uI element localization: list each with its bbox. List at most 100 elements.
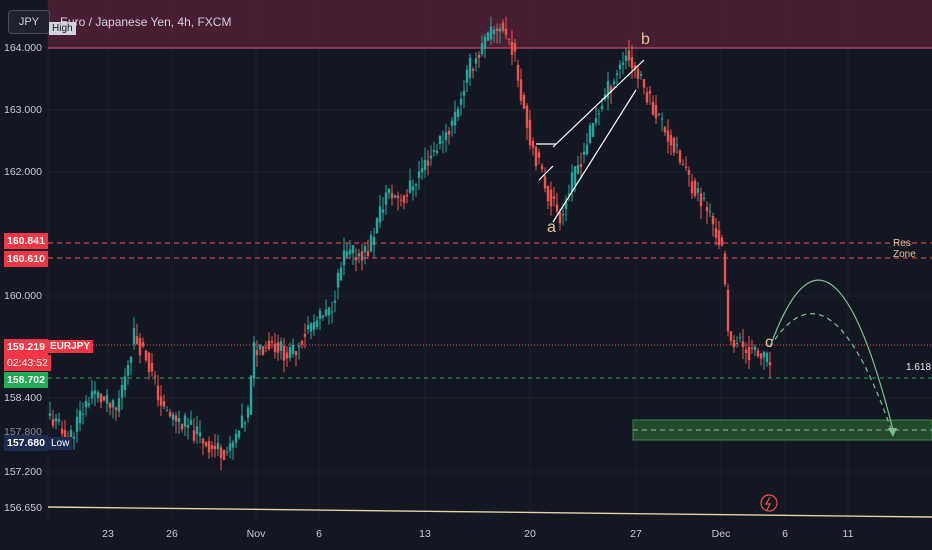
wave-c-label: c	[765, 334, 773, 351]
candle-up	[72, 437, 76, 439]
lightning-glyph	[764, 496, 771, 511]
lightning-icon	[760, 494, 778, 512]
candle-up	[696, 188, 700, 193]
candle-up	[330, 311, 334, 313]
candle-up	[765, 353, 769, 363]
candle-up	[69, 429, 73, 440]
candle-up	[444, 132, 448, 141]
candle-up	[312, 322, 316, 330]
candle-down	[405, 194, 409, 197]
candle-up	[342, 250, 346, 266]
candle-up	[225, 451, 229, 453]
candle-down	[750, 347, 754, 349]
symbol-button[interactable]: JPY	[8, 10, 50, 34]
candle-down	[537, 152, 541, 158]
candle-down	[471, 69, 475, 71]
candle-up	[441, 141, 445, 143]
candle-down	[360, 251, 364, 261]
candle-down	[654, 104, 658, 119]
candle-up	[483, 36, 487, 49]
projection-solid-path	[769, 279, 894, 431]
candle-up	[336, 272, 340, 288]
candle-down	[525, 105, 529, 128]
candle-down	[579, 164, 583, 167]
candle-up	[132, 328, 136, 345]
res-zone-label: Res Zone	[893, 238, 916, 260]
candle-down	[204, 442, 208, 447]
candle-up	[420, 168, 424, 173]
candle-up	[435, 150, 439, 153]
candle-down	[666, 130, 670, 142]
candle-down	[174, 415, 178, 422]
candle-up	[735, 342, 739, 344]
candle-up	[240, 415, 244, 428]
candle-down	[402, 195, 406, 203]
candle-down	[732, 340, 736, 348]
candle-up	[297, 345, 301, 348]
candle-up	[411, 186, 415, 191]
candle-down	[294, 351, 298, 356]
candle-down	[651, 101, 655, 115]
candle-up	[165, 410, 169, 412]
candle-up	[258, 344, 262, 350]
candle-down	[642, 79, 646, 88]
candle-down	[153, 375, 157, 377]
candle-up	[315, 320, 319, 327]
candle-up	[318, 310, 322, 319]
candle-up	[573, 166, 577, 186]
candle-up	[111, 400, 115, 408]
candle-up	[186, 424, 190, 429]
candle-down	[156, 385, 160, 401]
wedge-lower-line	[552, 89, 637, 223]
candle-up	[372, 237, 376, 246]
candle-down	[723, 253, 727, 285]
candle-down	[513, 42, 517, 52]
candle-down	[705, 207, 709, 212]
candle-up	[615, 73, 619, 76]
candle-down	[213, 445, 217, 450]
candle-up	[189, 419, 193, 425]
candle-down	[711, 215, 715, 225]
candle-down	[99, 393, 103, 403]
candle-up	[624, 55, 628, 61]
candle-up	[96, 392, 100, 398]
candle-up	[702, 198, 706, 200]
candle-up	[243, 422, 247, 424]
candle-down	[717, 230, 721, 246]
candle-up	[462, 90, 466, 96]
candle-down	[741, 341, 745, 347]
candle-down	[747, 346, 751, 361]
candle-down	[720, 237, 724, 246]
time-tick: 26	[166, 528, 178, 540]
candle-up	[231, 442, 235, 448]
candle-up	[48, 413, 52, 417]
candle-up	[324, 309, 328, 316]
candle-up	[594, 118, 598, 123]
candle-down	[273, 343, 277, 353]
candle-down	[303, 334, 307, 337]
candle-up	[618, 64, 622, 70]
time-tick: 27	[630, 528, 642, 540]
candle-down	[540, 165, 544, 169]
candle-up	[246, 407, 250, 418]
time-tick: 6	[316, 528, 322, 540]
candle-down	[270, 341, 274, 343]
candle-up	[591, 122, 595, 137]
price-tick: 157.200	[4, 466, 42, 478]
candle-down	[222, 450, 226, 460]
candle-down	[549, 189, 553, 207]
time-tick: 13	[419, 528, 431, 540]
candle-down	[108, 403, 112, 408]
candle-down	[552, 196, 556, 199]
candle-down	[744, 349, 748, 354]
candle-down	[543, 176, 547, 189]
candles	[48, 16, 772, 471]
candle-up	[249, 375, 253, 415]
candle-down	[135, 336, 139, 345]
candle-down	[678, 150, 682, 163]
candle-down	[693, 180, 697, 196]
trend-line	[47, 506, 932, 518]
candle-up	[438, 135, 442, 144]
candle-up	[279, 341, 283, 351]
